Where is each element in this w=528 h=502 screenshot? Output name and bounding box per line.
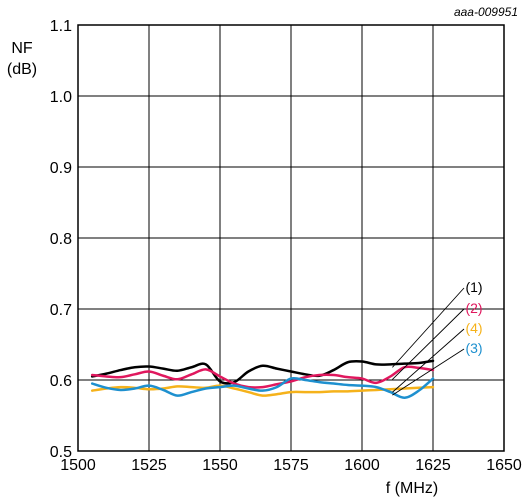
figure-id: aaa-009951 <box>454 5 518 19</box>
series-callouts: (1) (2) (4) (3) <box>392 279 483 396</box>
y-tick-labels: 0.5 0.6 0.7 0.8 0.9 1.0 1.1 <box>50 18 72 461</box>
callout-leader-1 <box>392 287 465 368</box>
x-tick-label: 1550 <box>202 457 238 474</box>
callout-leader-4 <box>392 348 465 396</box>
callout-label-4: (3) <box>465 340 482 356</box>
callout-label-3: (4) <box>465 320 482 336</box>
callout-label-2: (2) <box>465 300 482 316</box>
x-tick-label: 1525 <box>131 457 167 474</box>
x-tick-label: 1575 <box>273 457 309 474</box>
x-tick-label: 1600 <box>344 457 380 474</box>
y-tick-label: 0.6 <box>50 373 72 390</box>
plot-frame <box>77 24 505 452</box>
x-tick-labels: 1500 1525 1550 1575 1600 1625 1650 <box>60 457 522 474</box>
callout-leader-3 <box>392 328 465 393</box>
x-tick-label: 1650 <box>486 457 522 474</box>
series-line-1 <box>90 359 435 385</box>
y-tick-label: 1.0 <box>50 89 72 106</box>
y-tick-label: 0.8 <box>50 231 72 248</box>
series-line-3 <box>90 384 435 397</box>
callout-leader-2 <box>392 308 465 380</box>
y-tick-label: 0.7 <box>50 302 72 319</box>
x-tick-label: 1625 <box>415 457 451 474</box>
series-lines <box>90 359 435 399</box>
callout-label-1: (1) <box>465 279 482 295</box>
y-tick-label: 1.1 <box>50 18 72 35</box>
series-line-4 <box>90 376 435 399</box>
x-tick-label: 1500 <box>60 457 96 474</box>
y-axis-title-line1: NF <box>11 40 33 57</box>
y-axis-title-line2: (dB) <box>7 61 37 78</box>
y-tick-label: 0.9 <box>50 160 72 177</box>
y-tick-label: 0.5 <box>50 444 72 461</box>
series-line-2 <box>90 365 435 389</box>
grid-lines <box>78 25 504 451</box>
x-axis-title: f (MHz) <box>386 480 438 497</box>
